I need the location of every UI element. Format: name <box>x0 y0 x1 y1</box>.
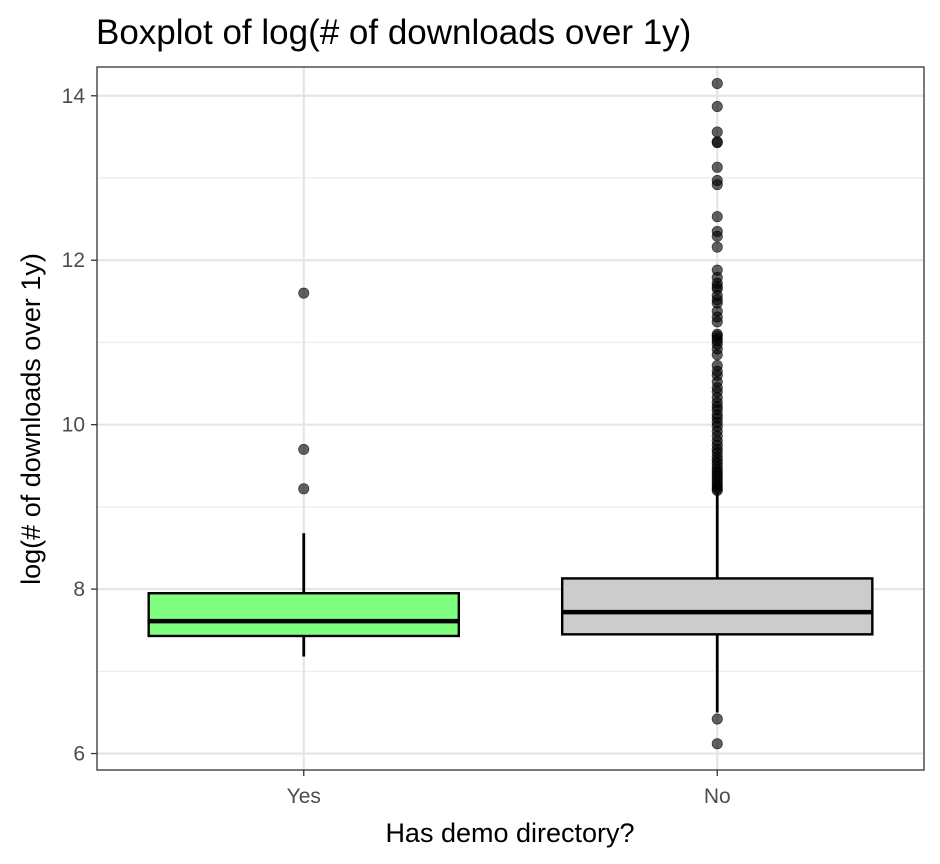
box-yes <box>147 592 461 638</box>
x-tick-label: Yes <box>287 785 321 808</box>
outlier-point <box>711 241 723 253</box>
y-tick-label: 12 <box>62 249 85 272</box>
y-tick-label: 10 <box>62 414 85 437</box>
outlier-point <box>711 161 723 173</box>
outlier-point <box>298 443 310 455</box>
box-no <box>560 577 874 636</box>
outlier-point <box>711 738 723 750</box>
outlier-point <box>298 287 310 299</box>
outlier-point <box>711 316 723 328</box>
y-axis-title: log(# of downloads over 1y) <box>16 253 46 585</box>
chart-marks <box>147 77 874 750</box>
outlier-point <box>711 137 723 149</box>
x-axis-title: Has demo directory? <box>385 818 634 848</box>
grid <box>97 67 924 770</box>
outlier-point <box>711 77 723 89</box>
y-tick-label: 8 <box>73 578 85 601</box>
outlier-point <box>298 483 310 495</box>
outlier-point <box>711 484 723 496</box>
outlier-point <box>711 230 723 242</box>
y-tick-label: 14 <box>62 85 86 108</box>
outlier-point <box>711 179 723 191</box>
y-tick-label: 6 <box>73 743 85 766</box>
outlier-point <box>711 713 723 725</box>
outlier-point <box>711 349 723 361</box>
outlier-point <box>711 100 723 112</box>
outlier-point <box>711 126 723 138</box>
panel-border <box>96 66 925 771</box>
x-tick-label: No <box>704 785 731 808</box>
outlier-point <box>711 211 723 223</box>
axes: 6 8 10 12 14 Yes No <box>62 85 731 808</box>
chart-title: Boxplot of log(# of downloads over 1y) <box>96 13 691 52</box>
